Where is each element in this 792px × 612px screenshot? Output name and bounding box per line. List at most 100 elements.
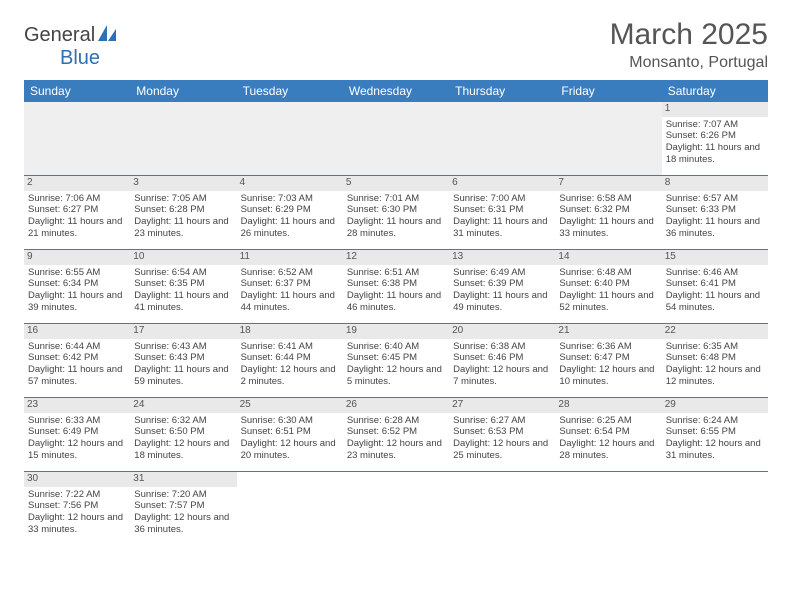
calendar-cell: 21 Sunrise: 6:36 AMSunset: 6:47 PMDayligh… [555,324,661,398]
calendar-cell: 3Sunrise: 7:05 AMSunset: 6:28 PMDaylight… [130,176,236,250]
daylight-text: Daylight: 11 hours and 23 minutes. [134,216,232,240]
sunrise-text: Sunrise: 7:20 AM [134,489,232,501]
daylight-text: Daylight: 11 hours and 46 minutes. [347,290,445,314]
sunset-text: Sunset: 6:37 PM [241,278,339,290]
weekday-header: Thursday [449,80,555,102]
day-number: 10 [130,250,236,265]
sunset-text: Sunset: 6:27 PM [28,204,126,216]
calendar-cell [555,472,661,546]
calendar-cell: 1Sunrise: 7:07 AMSunset: 6:26 PMDaylight… [662,102,768,176]
calendar-cell: 14Sunrise: 6:48 AMSunset: 6:40 PMDayligh… [555,250,661,324]
sunrise-text: Sunrise: 6:51 AM [347,267,445,279]
sunset-text: Sunset: 6:32 PM [559,204,657,216]
calendar-cell: 18Sunrise: 6:41 AMSunset: 6:44 PMDayligh… [237,324,343,398]
calendar-cell: 26Sunrise: 6:28 AMSunset: 6:52 PMDayligh… [343,398,449,472]
location: Monsanto, Portugal [610,54,768,72]
day-number: 29 [662,398,768,413]
calendar-cell: 28Sunrise: 6:25 AMSunset: 6:54 PMDayligh… [555,398,661,472]
calendar-cell: 25Sunrise: 6:30 AMSunset: 6:51 PMDayligh… [237,398,343,472]
sunset-text: Sunset: 6:46 PM [453,352,551,364]
sunrise-text: Sunrise: 6:46 AM [666,267,764,279]
calendar-cell: 29Sunrise: 6:24 AMSunset: 6:55 PMDayligh… [662,398,768,472]
sunset-text: Sunset: 6:33 PM [666,204,764,216]
logo: GeneralBlue [24,24,116,70]
day-number: 31 [130,472,236,487]
calendar-table: Sunday Monday Tuesday Wednesday Thursday… [24,80,768,545]
day-number: 20 [449,324,555,339]
daylight-text: Daylight: 12 hours and 31 minutes. [666,438,764,462]
daylight-text: Daylight: 11 hours and 21 minutes. [28,216,126,240]
sunset-text: Sunset: 6:40 PM [559,278,657,290]
daylight-text: Daylight: 12 hours and 33 minutes. [28,512,126,536]
daylight-text: Daylight: 12 hours and 25 minutes. [453,438,551,462]
sunset-text: Sunset: 6:28 PM [134,204,232,216]
calendar-cell [130,102,236,176]
calendar-row: 30Sunrise: 7:22 AMSunset: 7:56 PMDayligh… [24,472,768,546]
sunrise-text: Sunrise: 6:57 AM [666,193,764,205]
weekday-header: Friday [555,80,661,102]
sunrise-text: Sunrise: 6:52 AM [241,267,339,279]
weekday-header: Tuesday [237,80,343,102]
daylight-text: Daylight: 12 hours and 5 minutes. [347,364,445,388]
sunset-text: Sunset: 6:29 PM [241,204,339,216]
daylight-text: Daylight: 12 hours and 12 minutes. [666,364,764,388]
weekday-header: Wednesday [343,80,449,102]
day-number: 7 [555,176,661,191]
sunset-text: Sunset: 7:56 PM [28,500,126,512]
calendar-row: 2Sunrise: 7:06 AMSunset: 6:27 PMDaylight… [24,176,768,250]
daylight-text: Daylight: 11 hours and 44 minutes. [241,290,339,314]
sunrise-text: Sunrise: 6:54 AM [134,267,232,279]
daylight-text: Daylight: 12 hours and 15 minutes. [28,438,126,462]
day-number: 9 [24,250,130,265]
daylight-text: Daylight: 12 hours and 10 minutes. [559,364,657,388]
sunset-text: Sunset: 6:47 PM [559,352,657,364]
calendar-cell: 11 Sunrise: 6:52 AMSunset: 6:37 PMDayligh… [237,250,343,324]
sunrise-text: Sunrise: 6:24 AM [666,415,764,427]
day-number: 21 [555,324,661,339]
daylight-text: Daylight: 12 hours and 7 minutes. [453,364,551,388]
calendar-cell: 5Sunrise: 7:01 AMSunset: 6:30 PMDaylight… [343,176,449,250]
calendar-cell: 9Sunrise: 6:55 AMSunset: 6:34 PMDaylight… [24,250,130,324]
day-number: 13 [449,250,555,265]
sunrise-text: Sunrise: 6:36 AM [559,341,657,353]
sunset-text: Sunset: 6:48 PM [666,352,764,364]
daylight-text: Daylight: 11 hours and 49 minutes. [453,290,551,314]
sail-icon [98,24,116,47]
sunset-text: Sunset: 6:38 PM [347,278,445,290]
day-number: 8 [662,176,768,191]
calendar-cell [662,472,768,546]
day-number: 1 [662,102,768,117]
sunrise-text: Sunrise: 7:01 AM [347,193,445,205]
logo-text-2: Blue [60,47,100,69]
weekday-header: Monday [130,80,236,102]
calendar-cell [449,472,555,546]
calendar-cell: 15Sunrise: 6:46 AMSunset: 6:41 PMDayligh… [662,250,768,324]
calendar-cell: 27Sunrise: 6:27 AMSunset: 6:53 PMDayligh… [449,398,555,472]
daylight-text: Daylight: 11 hours and 52 minutes. [559,290,657,314]
day-number: 3 [130,176,236,191]
sunset-text: Sunset: 6:39 PM [453,278,551,290]
sunrise-text: Sunrise: 7:06 AM [28,193,126,205]
calendar-cell: 12Sunrise: 6:51 AMSunset: 6:38 PMDayligh… [343,250,449,324]
calendar-cell: 8Sunrise: 6:57 AMSunset: 6:33 PMDaylight… [662,176,768,250]
sunset-text: Sunset: 6:50 PM [134,426,232,438]
calendar-cell [237,472,343,546]
weekday-header: Sunday [24,80,130,102]
calendar-row: 1Sunrise: 7:07 AMSunset: 6:26 PMDaylight… [24,102,768,176]
day-number: 11 [237,250,343,265]
sunset-text: Sunset: 6:54 PM [559,426,657,438]
weekday-header: Saturday [662,80,768,102]
calendar-cell: 24Sunrise: 6:32 AMSunset: 6:50 PMDayligh… [130,398,236,472]
calendar-cell [343,102,449,176]
sunset-text: Sunset: 6:44 PM [241,352,339,364]
daylight-text: Daylight: 11 hours and 41 minutes. [134,290,232,314]
sunrise-text: Sunrise: 7:07 AM [666,119,764,131]
sunrise-text: Sunrise: 6:38 AM [453,341,551,353]
sunrise-text: Sunrise: 6:58 AM [559,193,657,205]
sunrise-text: Sunrise: 6:55 AM [28,267,126,279]
calendar-cell: 10Sunrise: 6:54 AMSunset: 6:35 PMDayligh… [130,250,236,324]
calendar-cell [237,102,343,176]
calendar-cell: 13Sunrise: 6:49 AMSunset: 6:39 PMDayligh… [449,250,555,324]
sunrise-text: Sunrise: 6:40 AM [347,341,445,353]
day-number: 14 [555,250,661,265]
